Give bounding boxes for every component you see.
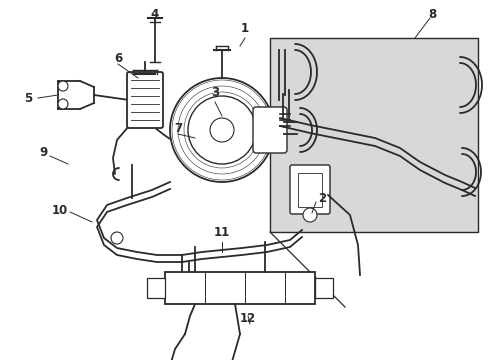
Bar [164, 272, 314, 304]
Bar [314, 278, 332, 298]
Text: 8: 8 [427, 8, 435, 21]
FancyBboxPatch shape [289, 165, 329, 214]
Bar [147, 278, 164, 298]
Text: 9: 9 [40, 145, 48, 158]
Text: 4: 4 [151, 8, 159, 21]
Text: 12: 12 [240, 311, 256, 324]
Text: 2: 2 [317, 192, 325, 204]
Text: 10: 10 [52, 203, 68, 216]
Bar [269, 38, 477, 232]
Circle shape [58, 81, 68, 91]
Bar [297, 173, 321, 207]
Text: 3: 3 [210, 85, 219, 99]
Text: 6: 6 [114, 51, 122, 64]
FancyBboxPatch shape [127, 72, 163, 128]
Circle shape [209, 118, 234, 142]
Text: 7: 7 [174, 122, 182, 135]
Circle shape [170, 78, 273, 182]
Text: 1: 1 [241, 22, 248, 35]
Text: 5: 5 [24, 91, 32, 104]
Circle shape [303, 208, 316, 222]
Circle shape [111, 232, 123, 244]
FancyBboxPatch shape [252, 107, 286, 153]
Text: 11: 11 [213, 225, 230, 238]
Circle shape [187, 96, 256, 164]
Circle shape [58, 99, 68, 109]
